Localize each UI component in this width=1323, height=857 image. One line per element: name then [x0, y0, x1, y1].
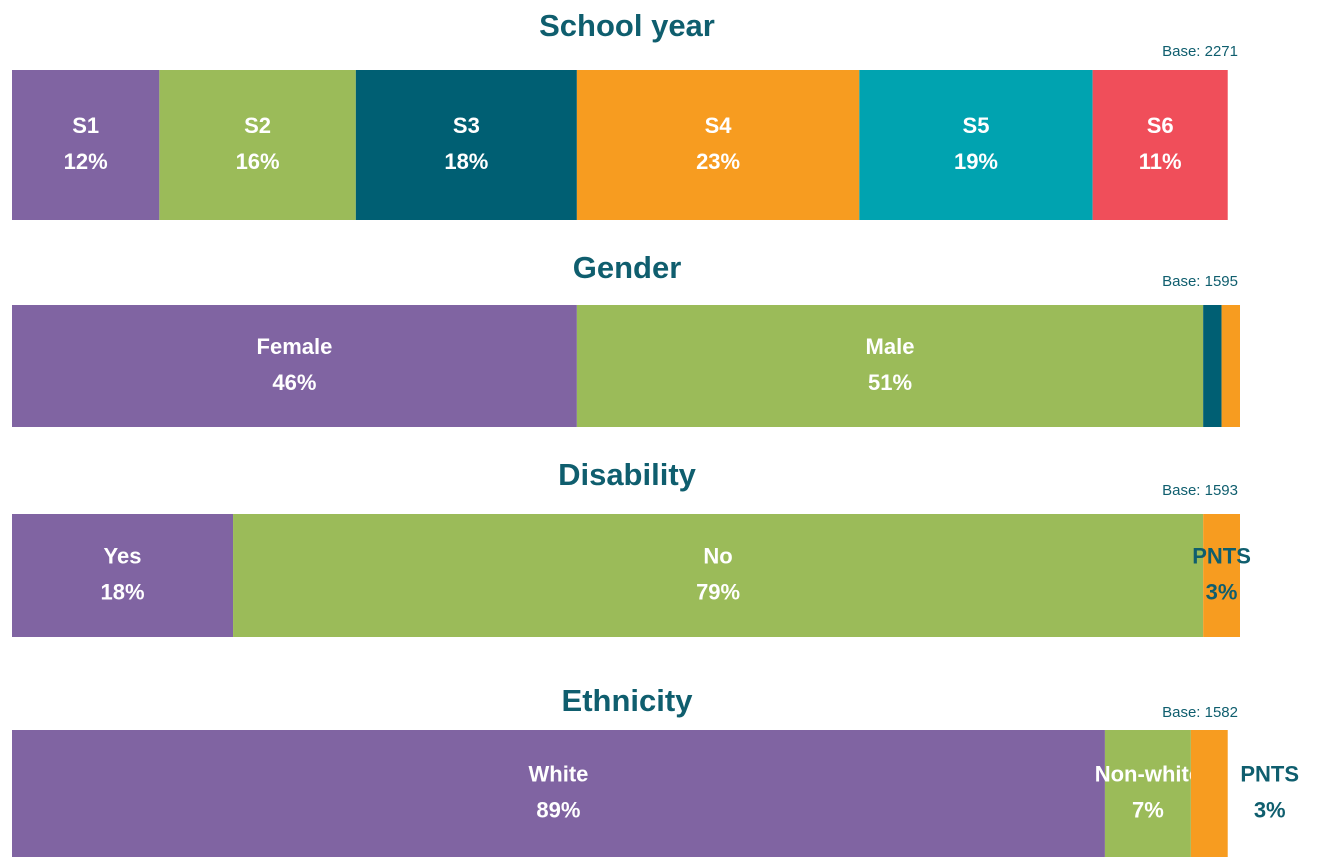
value-label: 79%	[696, 579, 740, 604]
bar-segment	[1221, 305, 1240, 427]
bar-segment	[12, 514, 234, 637]
chart-title: School year	[539, 8, 715, 43]
bar-segment	[12, 305, 577, 427]
bar-segment	[159, 70, 356, 220]
value-label: 3%	[1206, 579, 1238, 604]
value-label: 89%	[536, 797, 580, 822]
chart-title: Disability	[558, 457, 697, 492]
segment-label: S2	[244, 113, 271, 138]
value-label: 51%	[868, 370, 912, 395]
segment-label: Non-white	[1095, 761, 1201, 786]
base-note: Base: 2271	[1162, 43, 1238, 60]
bar-segment	[1092, 70, 1228, 220]
segment-label: S1	[72, 113, 99, 138]
value-label: 23%	[696, 149, 740, 174]
segment-label: PNTS	[1192, 543, 1251, 568]
bar-segment	[576, 305, 1204, 427]
segment-label: White	[529, 761, 589, 786]
bar-segment	[859, 70, 1093, 220]
base-note: Base: 1582	[1162, 704, 1238, 721]
segment-label: S3	[453, 113, 480, 138]
bar-segment	[233, 514, 1204, 637]
bar-segment	[1203, 305, 1222, 427]
value-label: 19%	[954, 149, 998, 174]
segment-label: S4	[705, 113, 733, 138]
chart-title: Gender	[573, 250, 682, 285]
value-label: 16%	[236, 149, 280, 174]
value-label: 3%	[1254, 797, 1286, 822]
segment-label: S5	[963, 113, 990, 138]
bar-segment	[1190, 730, 1228, 857]
bar-segment	[576, 70, 860, 220]
chart-title: Ethnicity	[562, 683, 694, 718]
bar-segment	[1203, 514, 1240, 637]
value-label: 12%	[64, 149, 108, 174]
segment-label: S6	[1147, 113, 1174, 138]
value-label: 11%	[1139, 149, 1182, 174]
value-label: 7%	[1132, 797, 1164, 822]
bar-segment	[12, 70, 160, 220]
bar-segment	[1104, 730, 1191, 857]
bar-segment	[12, 730, 1105, 857]
base-note: Base: 1595	[1162, 273, 1238, 290]
segment-label: No	[703, 543, 732, 568]
segment-label: Yes	[104, 543, 142, 568]
bar-segment	[355, 70, 577, 220]
segment-label: PNTS	[1240, 761, 1299, 786]
value-label: 18%	[100, 579, 144, 604]
segment-label: Male	[866, 334, 915, 359]
value-label: 46%	[272, 370, 316, 395]
value-label: 18%	[444, 149, 488, 174]
base-note: Base: 1593	[1162, 482, 1238, 499]
segment-label: Female	[257, 334, 333, 359]
